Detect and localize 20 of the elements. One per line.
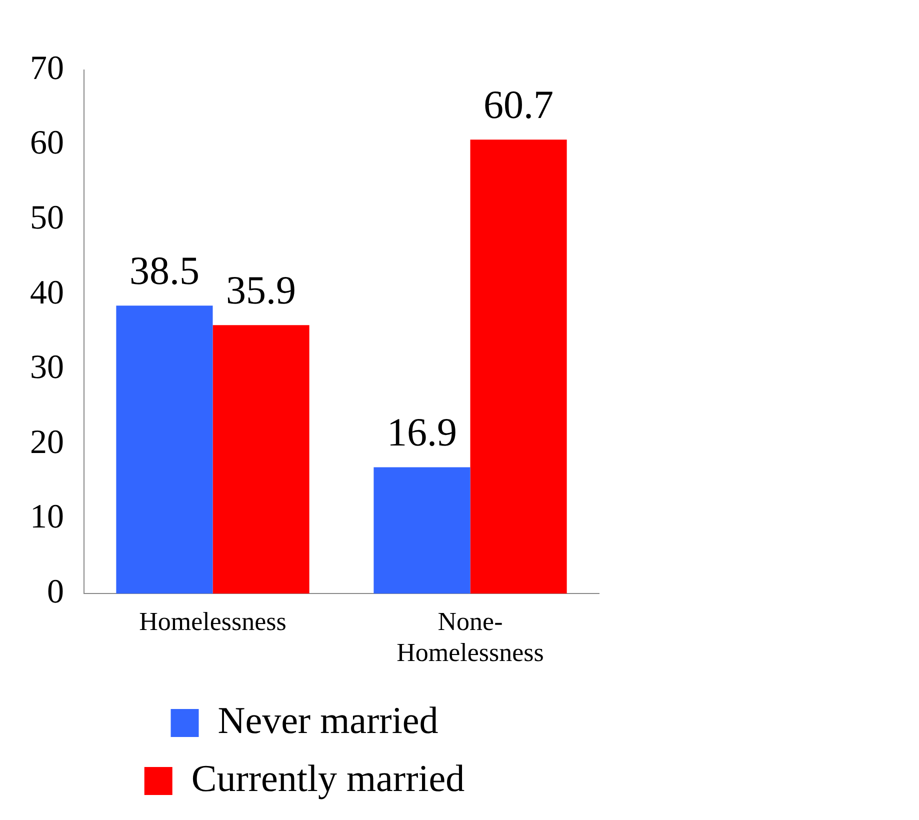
y-tick-label: 0: [47, 574, 64, 611]
y-tick-label: 70: [30, 50, 64, 87]
y-tick-label: 20: [30, 424, 64, 461]
y-tick-label: 50: [30, 200, 64, 237]
bar: [116, 306, 213, 594]
y-tick-label: 40: [30, 274, 64, 312]
bar: [374, 467, 470, 594]
data-label: 35.9: [226, 268, 296, 313]
bar: [470, 140, 567, 594]
x-tick-label: None-Homelessness: [396, 607, 544, 668]
legend-label: Never married: [218, 700, 438, 742]
y-tick-label: 30: [30, 349, 64, 386]
y-tick-label: 10: [30, 498, 64, 536]
data-label: 60.7: [484, 82, 554, 128]
bar: [212, 325, 310, 594]
y-tick-label: 60: [30, 124, 64, 162]
data-label: 38.5: [129, 248, 200, 294]
data-label: 16.9: [386, 410, 457, 455]
legend-label: Currently married: [191, 758, 465, 800]
x-tick-label: Homelessness: [139, 607, 286, 636]
